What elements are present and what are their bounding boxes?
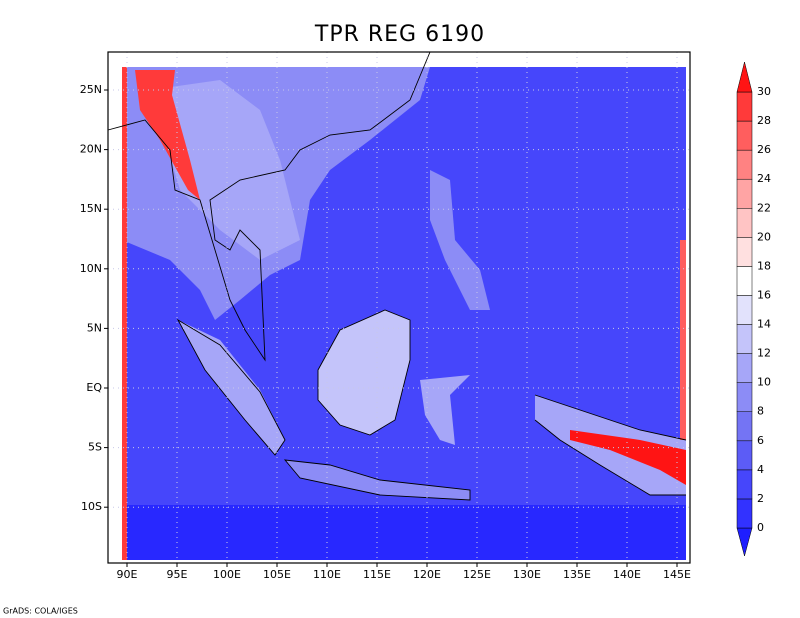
colorbar-under bbox=[736, 527, 753, 557]
colorbar-label: 24 bbox=[757, 172, 771, 185]
colorbar-label: 22 bbox=[757, 201, 771, 214]
colorbar-label: 12 bbox=[757, 347, 771, 360]
left-edge bbox=[122, 67, 127, 560]
x-tick-label: 95E bbox=[167, 568, 188, 581]
colorbar-label: 30 bbox=[757, 85, 771, 98]
colorbar-label: 18 bbox=[757, 259, 771, 272]
y-tick-label: 15N bbox=[80, 202, 102, 215]
x-tick-label: 145E bbox=[663, 568, 691, 581]
colorbar-box bbox=[736, 178, 753, 209]
colorbar-label: 28 bbox=[757, 114, 771, 127]
colorbar-box bbox=[736, 469, 753, 500]
colorbar-box bbox=[736, 295, 753, 325]
x-tick-label: 135E bbox=[563, 568, 591, 581]
colorbar-box bbox=[736, 411, 753, 442]
colorbar-box bbox=[736, 353, 753, 383]
new-guinea-peak bbox=[570, 430, 686, 485]
colorbar-box bbox=[736, 208, 753, 238]
colorbar-label: 26 bbox=[757, 143, 771, 156]
x-tick-label: 105E bbox=[263, 568, 291, 581]
coastline bbox=[534, 394, 687, 496]
colorbar-label: 0 bbox=[757, 521, 764, 534]
colorbar-over bbox=[736, 61, 753, 93]
colorbar-label: 20 bbox=[757, 230, 771, 243]
philippines bbox=[430, 170, 490, 310]
mainland-peak bbox=[135, 70, 200, 200]
colorbar-label: 16 bbox=[757, 288, 771, 301]
colorbar-box bbox=[736, 266, 753, 296]
x-tick-label: 130E bbox=[513, 568, 541, 581]
x-tick-label: 140E bbox=[613, 568, 641, 581]
coastline bbox=[283, 459, 471, 501]
colorbar-label: 2 bbox=[757, 492, 764, 505]
sulawesi bbox=[420, 375, 470, 445]
colorbar-label: 8 bbox=[757, 405, 764, 418]
colorbar-label: 6 bbox=[757, 434, 764, 447]
x-tick-label: 100E bbox=[213, 568, 241, 581]
y-tick-label: 20N bbox=[80, 143, 102, 156]
colorbar-box bbox=[736, 149, 753, 180]
colorbar-box bbox=[736, 91, 753, 122]
colorbar-box bbox=[736, 440, 753, 471]
sumatra bbox=[178, 320, 285, 455]
map-title: TPR REG 6190 bbox=[314, 22, 485, 47]
x-tick-label: 90E bbox=[117, 568, 138, 581]
right-edge bbox=[680, 240, 686, 440]
x-tick-label: 115E bbox=[363, 568, 391, 581]
footer: GrADS: COLA/IGES bbox=[3, 607, 78, 616]
y-tick-label: 5S bbox=[88, 441, 102, 454]
y-tick-label: 5N bbox=[87, 321, 102, 334]
y-tick-label: 10N bbox=[80, 262, 102, 275]
grid bbox=[104, 52, 690, 567]
colorbar-label: 10 bbox=[757, 376, 771, 389]
coastline bbox=[107, 51, 431, 362]
colorbar-box bbox=[736, 237, 753, 267]
axis-labels: 90E 95E 100E 105E 110E 115E 120E 125E 130E 135E 14… bbox=[80, 83, 691, 581]
colorbar-box bbox=[736, 382, 753, 412]
mainland-high bbox=[150, 80, 300, 260]
x-tick-label: 120E bbox=[413, 568, 441, 581]
y-tick-label: 10S bbox=[81, 500, 102, 513]
colorbar-box bbox=[736, 324, 753, 354]
low-field bbox=[122, 505, 686, 560]
map-field bbox=[107, 51, 687, 560]
y-tick-label: EQ bbox=[86, 381, 102, 394]
map-frame bbox=[107, 51, 691, 564]
colorbar-box bbox=[736, 120, 753, 151]
colorbar-box bbox=[736, 498, 753, 529]
y-tick-label: 25N bbox=[80, 83, 102, 96]
colorbar-label: 4 bbox=[757, 463, 764, 476]
x-tick-label: 110E bbox=[313, 568, 341, 581]
borneo bbox=[318, 310, 410, 435]
colorbar-label: 14 bbox=[757, 318, 771, 331]
x-tick-label: 125E bbox=[463, 568, 491, 581]
coastline bbox=[317, 309, 411, 436]
java bbox=[285, 460, 470, 500]
